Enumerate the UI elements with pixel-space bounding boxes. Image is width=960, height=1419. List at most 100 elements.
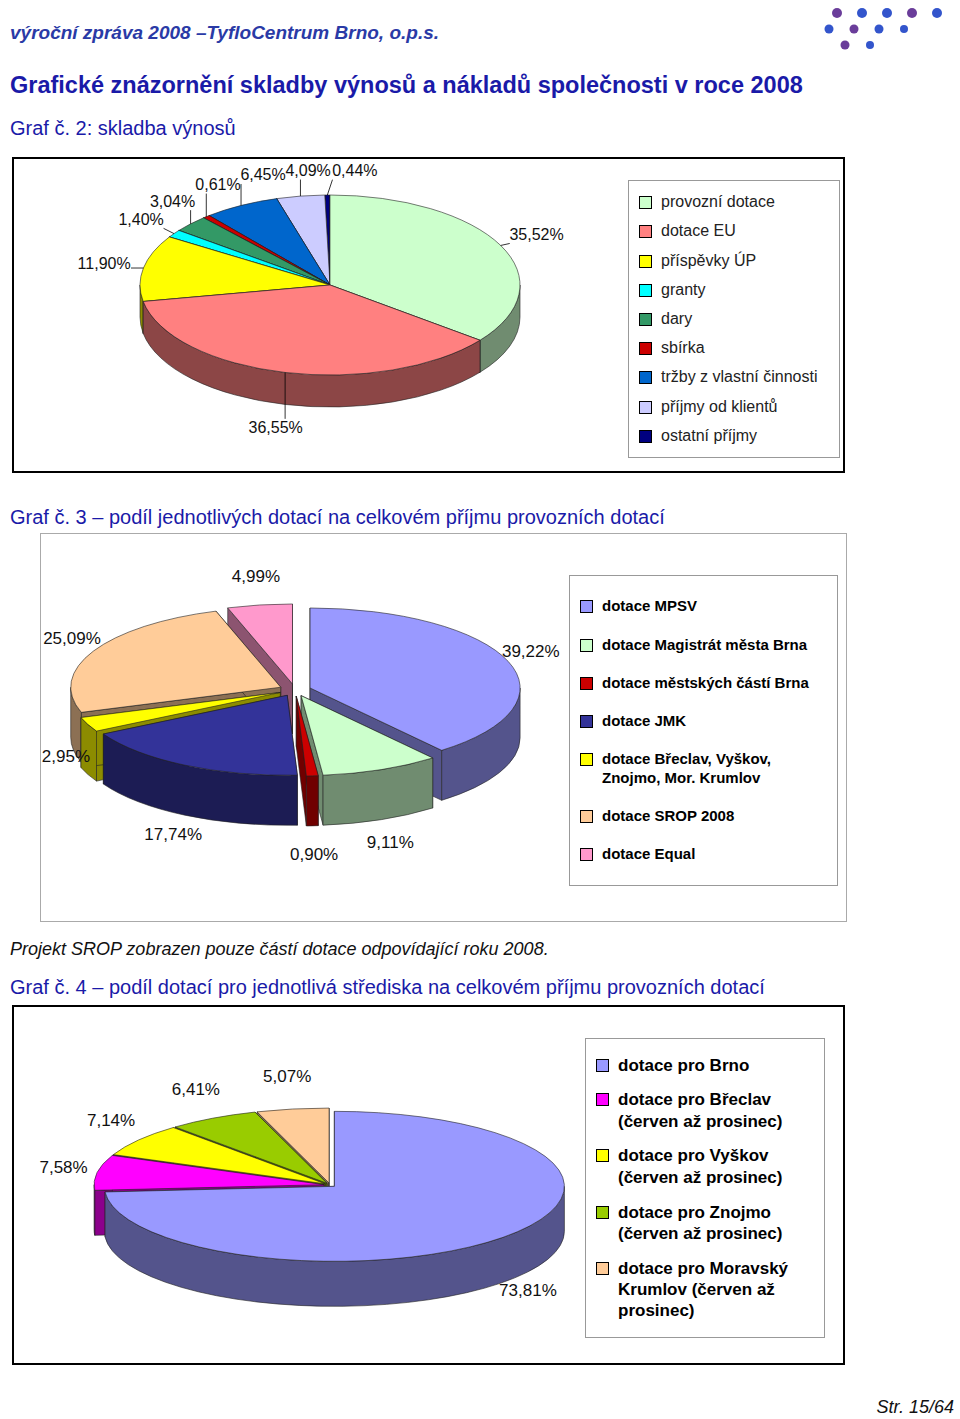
legend-item: provozní dotace: [639, 192, 831, 212]
legend-item: dotace MPSV: [580, 597, 829, 616]
data-label: 6,41%: [172, 1080, 220, 1099]
legend-item: dotace pro Moravský Krumlov (červen až p…: [596, 1258, 816, 1322]
pie: [94, 1108, 564, 1306]
data-label: 1,40%: [118, 211, 163, 228]
legend: provozní dotace dotace EU příspěvky ÚP gran…: [628, 180, 840, 458]
note: Projekt SROP zobrazen pouze částí dotace…: [10, 939, 549, 961]
legend-swatch: [596, 1059, 609, 1072]
page-title: Grafické znázornění skladby výnosů a nák…: [10, 71, 803, 99]
legend-item: dotace pro Břeclav (červen až prosinec): [596, 1089, 816, 1132]
legend-swatch: [639, 430, 652, 443]
logo-dot: [866, 41, 874, 49]
data-label: 4,09%: [285, 162, 330, 179]
data-label: 25,09%: [43, 629, 101, 648]
slice-top: [94, 1155, 324, 1190]
slice-face: [296, 696, 318, 826]
legend-item: tržby z vlastní činnosti: [639, 367, 831, 387]
legend-label: ostatní příjmy: [661, 426, 757, 446]
legend-label: dary: [661, 309, 692, 329]
legend-item: dotace JMK: [580, 712, 829, 731]
legend-label: tržby z vlastní činnosti: [661, 367, 818, 387]
legend-swatch: [639, 196, 652, 209]
leader-line: [190, 210, 191, 224]
legend-item: příspěvky ÚP: [639, 251, 831, 271]
legend-item: dotace Equal: [580, 845, 829, 864]
legend-item: dotace pro Brno: [596, 1055, 816, 1076]
pie-slice: [296, 696, 318, 826]
data-label: 2,95%: [42, 747, 90, 766]
slice-side: [306, 776, 318, 826]
legend-swatch: [580, 600, 593, 613]
slice-top: [301, 696, 433, 776]
data-label: 3,04%: [150, 193, 195, 210]
logo-dot: [882, 8, 892, 18]
legend-swatch: [580, 810, 593, 823]
legend-swatch: [639, 225, 652, 238]
legend-swatch: [639, 401, 652, 414]
legend-label: příjmy od klientů: [661, 397, 778, 417]
legend-swatch: [596, 1149, 609, 1162]
slice-side: [94, 1185, 96, 1236]
legend-label: provozní dotace: [661, 192, 775, 212]
legend-item: dotace pro Vyškov (červen až prosinec): [596, 1145, 816, 1188]
legend-item: příjmy od klientů: [639, 397, 831, 417]
legend-label: dotace MPSV: [602, 597, 697, 616]
legend-item: dary: [639, 309, 831, 329]
legend-label: dotace městských částí Brna: [602, 674, 809, 693]
legend-label: dotace EU: [661, 221, 736, 241]
legend-swatch: [639, 342, 652, 355]
data-label: 11,90%: [78, 255, 131, 272]
leader-line: [501, 243, 510, 245]
legend-label: dotace pro Znojmo (červen až prosinec): [618, 1202, 816, 1245]
logo-dot: [875, 25, 884, 34]
logo-dot: [932, 8, 942, 18]
pie-slice: [301, 696, 433, 826]
data-labels: 39,22%9,11%0,90%17,74%2,95%25,09%4,99%: [42, 567, 560, 864]
legend-item: sbírka: [639, 338, 831, 358]
data-label: 36,55%: [249, 419, 303, 436]
data-label: 0,90%: [290, 845, 338, 864]
legend-label: dotace Břeclav, Vyškov, Znojmo, Mor. Kru…: [602, 750, 829, 788]
leader-line: [300, 180, 301, 197]
legend-item: dotace EU: [639, 221, 831, 241]
data-labels: 73,81%7,58%7,14%6,41%5,07%: [39, 1067, 556, 1300]
legend-swatch: [639, 371, 652, 384]
legend-label: dotace Magistrát města Brna: [602, 636, 807, 655]
leader-line: [131, 268, 143, 269]
pie-slice: [105, 1111, 564, 1306]
slice-top: [105, 1111, 564, 1261]
logo: [815, 0, 955, 60]
data-label: 73,81%: [499, 1281, 557, 1300]
legend-item: dotace Magistrát města Brna: [580, 636, 829, 655]
legend-swatch: [596, 1093, 609, 1106]
legend-item: ostatní příjmy: [639, 426, 831, 446]
data-label: 7,58%: [39, 1158, 87, 1177]
chart-title: Graf č. 2: skladba výnosů: [10, 116, 236, 140]
legend-swatch: [639, 284, 652, 297]
leader-line: [206, 194, 207, 217]
leader-line: [164, 228, 174, 233]
legend-item: dotace Břeclav, Vyškov, Znojmo, Mor. Kru…: [580, 750, 829, 788]
chart-title: Graf č. 3 – podíl jednotlivých dotací na…: [10, 505, 665, 529]
data-label: 39,22%: [502, 642, 560, 661]
legend-swatch: [580, 848, 593, 861]
data-labels: 35,52%36,55%11,90%1,40%3,04%0,61%6,45%4,…: [78, 162, 564, 436]
legend-item: granty: [639, 280, 831, 300]
chart-title: Graf č. 4 – podíl dotací pro jednotlivá …: [10, 975, 765, 999]
legend-label: dotace SROP 2008: [602, 807, 734, 826]
leader-line: [285, 372, 286, 418]
legend-swatch: [580, 677, 593, 690]
legend-swatch: [580, 753, 593, 766]
legend-item: dotace pro Znojmo (červen až prosinec): [596, 1202, 816, 1245]
legend-item: dotace městských částí Brna: [580, 674, 829, 693]
pie-slice: [143, 285, 480, 407]
legend-swatch: [639, 255, 652, 268]
pie-slice: [103, 695, 297, 825]
header: výroční zpráva 2008 –TyfloCentrum Brno, …: [10, 22, 439, 45]
legend-label: dotace pro Brno: [618, 1055, 749, 1076]
legend-label: dotace JMK: [602, 712, 686, 731]
data-label: 17,74%: [144, 825, 202, 844]
logo-dot: [907, 8, 917, 18]
logo-dot: [841, 41, 850, 50]
data-label: 6,45%: [240, 166, 285, 183]
